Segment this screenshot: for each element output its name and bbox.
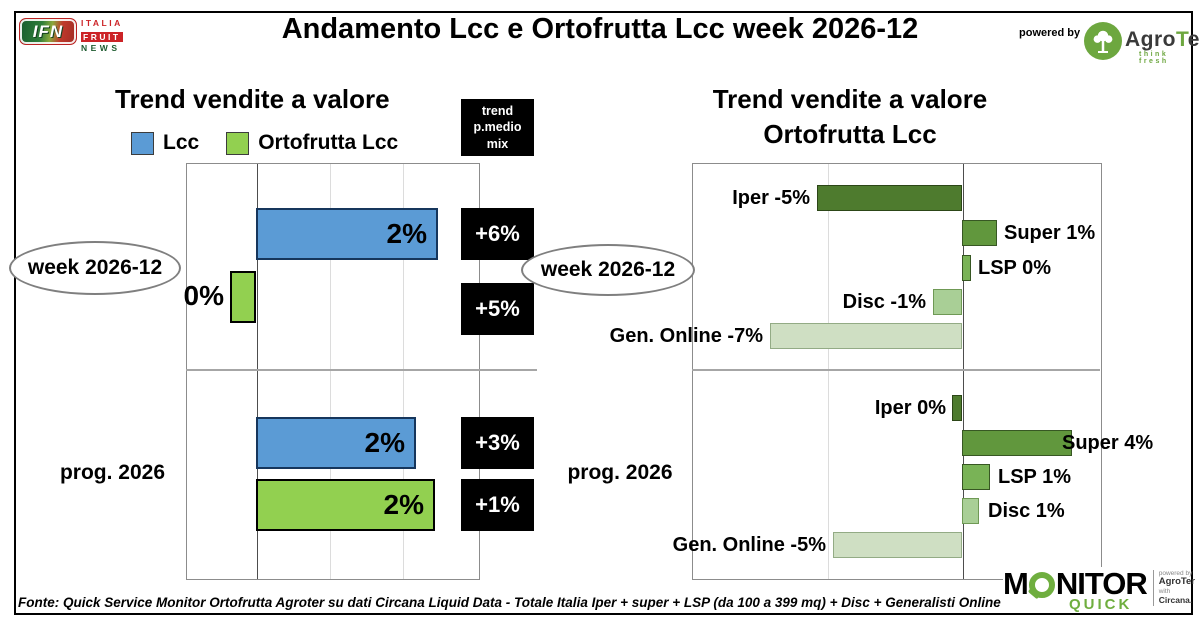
trend-pmedio-mix-header: trend p.medio mix xyxy=(461,99,534,156)
bar-prog-gen-online xyxy=(833,532,962,558)
gridline xyxy=(403,164,404,579)
agroter-tagline: think fresh xyxy=(1139,51,1169,65)
bar-prog-super-label: Super 4% xyxy=(1062,432,1154,454)
legend-swatch-ortofrutta xyxy=(226,131,250,155)
bar-week-disc-label: Disc -1% xyxy=(842,291,926,313)
ifn-news-label: NEWS xyxy=(81,42,121,53)
ifn-logo-text: IFN xyxy=(32,21,64,41)
ifn-fruit-label: FRUIT xyxy=(81,31,123,42)
legend-swatch-lcc xyxy=(131,131,154,155)
right-section-divider xyxy=(692,369,1100,371)
bar-prog-lcc-value: 2% xyxy=(364,427,405,458)
ifn-italia-label: ITALIA xyxy=(81,18,123,28)
monitor-circana-label: Circana. xyxy=(1158,594,1193,605)
bar-prog-lsp xyxy=(962,464,990,490)
pmedio-badge-prog-ortofrutta: +1% xyxy=(461,479,534,531)
bar-prog-iper-label: Iper 0% xyxy=(874,397,946,419)
bar-prog-super xyxy=(962,430,1072,456)
gridline xyxy=(828,164,829,579)
pmedio-badge-week-lcc: +6% xyxy=(461,208,534,260)
right-chart-title-line2: Ortofrutta Lcc xyxy=(763,119,937,149)
agroter-word-agro: Agro xyxy=(1125,28,1176,51)
bar-prog-lsp-label: LSP 1% xyxy=(998,466,1071,488)
monitor-agroter-label: AgroTer xyxy=(1158,576,1195,588)
bar-week-super-label: Super 1% xyxy=(1004,222,1096,244)
bar-week-disc xyxy=(933,289,962,315)
bar-week-lcc-value: 2% xyxy=(386,218,427,249)
bar-week-ortofrutta xyxy=(230,271,256,323)
bar-prog-lcc: 2% xyxy=(256,417,416,469)
monitor-with-label: with xyxy=(1158,588,1171,596)
monitor-wordmark: M NITOR xyxy=(1003,566,1148,601)
right-plot-area xyxy=(692,163,1102,580)
bar-prog-ortofrutta: 2% xyxy=(256,479,435,531)
bar-week-super xyxy=(962,220,997,246)
outer-frame xyxy=(14,11,1193,615)
bar-prog-ortofrutta-value: 2% xyxy=(383,489,424,520)
legend-label-ortofrutta: Ortofrutta Lcc xyxy=(258,131,399,154)
source-note: Fonte: Quick Service Monitor Ortofrutta … xyxy=(18,595,1037,610)
pmedio-badge-week-ortofrutta: +5% xyxy=(461,283,534,335)
left-section-divider xyxy=(186,369,537,371)
bar-week-iper-label: Iper -5% xyxy=(732,187,810,209)
pmedio-line-2: p.medio xyxy=(473,120,522,135)
agroter-wordmark: AgroTer xyxy=(1125,28,1200,52)
legend-label-lcc: Lcc xyxy=(163,131,200,154)
agroter-word-t: T xyxy=(1176,28,1188,51)
left-prog-label: prog. 2026 xyxy=(59,461,166,484)
bar-week-gen-online-label: Gen. Online -7% xyxy=(609,325,763,347)
agroter-word-er: er xyxy=(1187,28,1200,51)
magnifier-icon xyxy=(1028,572,1055,598)
bar-prog-disc xyxy=(962,498,979,524)
bar-prog-iper xyxy=(952,395,962,421)
quick-wordmark: QUICK xyxy=(1069,596,1133,613)
monitor-letter-m: M xyxy=(1003,566,1029,601)
pmedio-line-1: trend xyxy=(481,104,514,119)
bar-week-iper xyxy=(817,185,962,211)
left-week-ellipse-label: week 2026-12 xyxy=(9,241,181,295)
bar-week-lcc: 2% xyxy=(256,208,438,260)
bar-week-lsp-label: LSP 0% xyxy=(978,257,1051,279)
left-chart-legend: Lcc Ortofrutta Lcc xyxy=(131,131,416,155)
bar-week-lsp xyxy=(962,255,971,281)
bar-week-ortofrutta-value: 0% xyxy=(183,280,224,311)
powered-by-label: powered by xyxy=(1019,27,1081,39)
left-chart-title: Trend vendite a valore xyxy=(115,84,390,114)
pmedio-line-3: mix xyxy=(486,136,509,151)
monitor-powered-by-block: powered by AgroTer with Circana. xyxy=(1152,570,1195,606)
right-week-ellipse-label: week 2026-12 xyxy=(521,244,695,296)
page-title: Andamento Lcc e Ortofrutta Lcc week 2026… xyxy=(281,13,919,45)
ifn-logo-wordmark: ITALIA FRUIT NEWS xyxy=(81,19,123,52)
monitor-quick-logo: M NITOR QUICK powered by AgroTer with Cir… xyxy=(1003,566,1195,613)
right-zero-axis xyxy=(963,164,964,579)
monitor-letters-nitor: NITOR xyxy=(1055,566,1148,601)
gridline xyxy=(330,164,331,579)
right-prog-label: prog. 2026 xyxy=(567,461,673,484)
bar-prog-gen-online-label: Gen. Online -5% xyxy=(672,534,826,556)
bar-week-gen-online xyxy=(770,323,962,349)
ifn-logo: IFN xyxy=(19,18,77,45)
agroter-tree-icon xyxy=(1084,22,1122,60)
left-zero-axis xyxy=(257,164,258,579)
monitor-powered-by-label: powered by xyxy=(1158,570,1193,577)
bar-prog-disc-label: Disc 1% xyxy=(988,500,1065,522)
pmedio-badge-prog-lcc: +3% xyxy=(461,417,534,469)
right-chart-title-line1: Trend vendite a valore xyxy=(712,84,988,114)
